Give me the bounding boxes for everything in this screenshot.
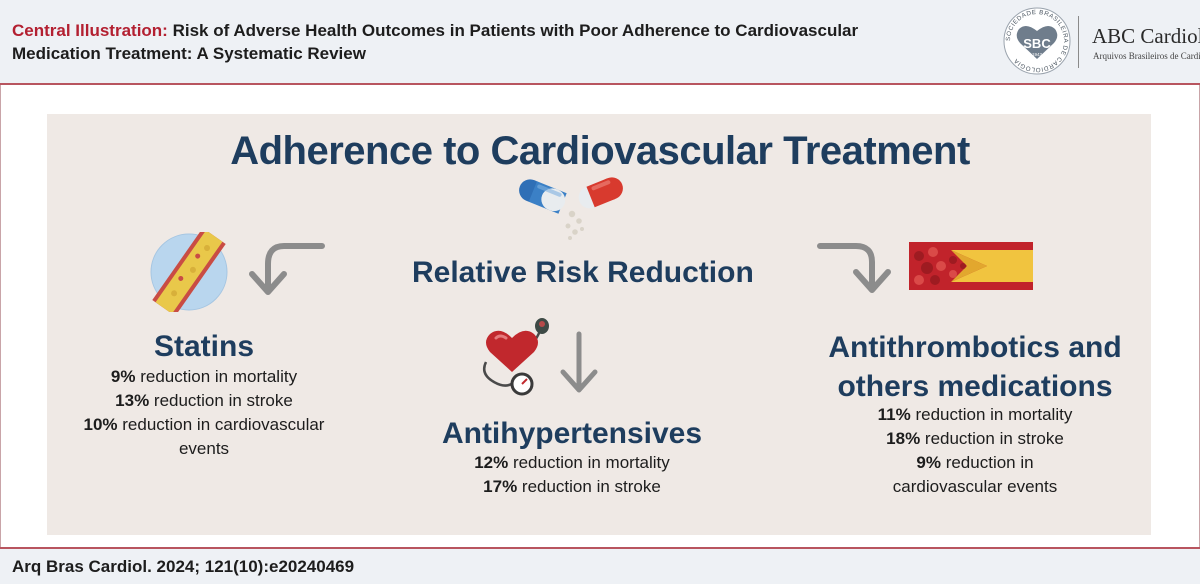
stat-line: 12% reduction in mortality <box>422 451 722 475</box>
stat-value: 9% <box>110 367 136 386</box>
statins-stats: 9% reduction in mortality 13% reduction … <box>54 365 354 461</box>
antithrombotics-stats: 11% reduction in mortality 18% reduction… <box>810 403 1140 499</box>
stat-line: 11% reduction in mortality <box>810 403 1140 427</box>
stat-text: reduction in cardiovascular <box>117 415 325 434</box>
sbc-logo: SOCIEDADE BRASILEIRA DE CARDIOLOGIA SBC … <box>1003 7 1071 75</box>
antithrombotics-title-line-2: others medications <box>837 370 1113 403</box>
stat-line: 9% reduction in <box>810 451 1140 475</box>
logo-divider <box>1078 16 1079 68</box>
footer-bar: Arq Bras Cardiol. 2024; 121(10):e2024046… <box>0 547 1200 584</box>
stat-text: reduction in stroke <box>149 391 293 410</box>
illustration-title-line-2: Medication Treatment: A Systematic Revie… <box>12 44 366 63</box>
stat-text: reduction in stroke <box>517 477 661 496</box>
stat-text: reduction in <box>940 453 1034 472</box>
stat-value: 18% <box>886 429 921 448</box>
sbc-logo-text: SBC <box>1023 36 1051 51</box>
heart-blood-pressure-icon <box>483 318 549 396</box>
decrease-arrow-icon <box>560 331 598 393</box>
stat-text: reduction in stroke <box>920 429 1064 448</box>
decrease-arrow-icon <box>817 243 891 293</box>
stat-value: 17% <box>483 477 518 496</box>
illustration-label: Central Illustration: <box>12 21 168 40</box>
stat-line: 10% reduction in cardiovascular <box>54 413 354 437</box>
header-bar: Central Illustration: Risk of Adverse He… <box>0 0 1200 85</box>
statins-title: Statins <box>153 330 255 363</box>
journal-subtitle: Arquivos Brasileiros de Cardiologia <box>1093 51 1200 61</box>
illustration-title-line-1: Central Illustration: Risk of Adverse He… <box>12 21 858 41</box>
stat-value: 13% <box>115 391 150 410</box>
decrease-arrow-icon <box>249 243 325 295</box>
stat-line: 13% reduction in stroke <box>54 389 354 413</box>
stat-line-tail: cardiovascular events <box>892 477 1058 496</box>
blood-vessel-clot-icon <box>909 242 1033 290</box>
stat-text: reduction in mortality <box>135 367 298 386</box>
antihypertensives-stats: 12% reduction in mortality 17% reduction… <box>422 451 722 499</box>
citation: Arq Bras Cardiol. 2024; 121(10):e2024046… <box>12 557 355 576</box>
stat-text: reduction in mortality <box>910 405 1073 424</box>
illustration-title-text: Risk of Adverse Health Outcomes in Patie… <box>172 21 859 40</box>
antihypertensives-title: Antihypertensives <box>441 417 703 450</box>
stat-line: 9% reduction in mortality <box>54 365 354 389</box>
infographic-main-title: Adherence to Cardiovascular Treatment <box>230 129 970 173</box>
stat-value: 12% <box>474 453 509 472</box>
stat-line: 17% reduction in stroke <box>422 475 722 499</box>
artery-plaque-icon <box>150 232 228 312</box>
stat-line: 18% reduction in stroke <box>810 427 1140 451</box>
sbc-logo-year: 1943 <box>1032 52 1043 57</box>
stat-text: reduction in mortality <box>508 453 670 472</box>
pill-capsule-icon <box>519 177 623 240</box>
relative-risk-reduction-heading: Relative Risk Reduction <box>412 256 754 289</box>
stat-line-tail: events <box>178 439 230 458</box>
stat-value: 10% <box>83 415 118 434</box>
antithrombotics-title-line-1: Antithrombotics and <box>828 331 1122 364</box>
stat-value: 11% <box>877 405 911 424</box>
journal-name: ABC Cardiol <box>1092 24 1200 48</box>
stat-value: 9% <box>916 453 941 472</box>
